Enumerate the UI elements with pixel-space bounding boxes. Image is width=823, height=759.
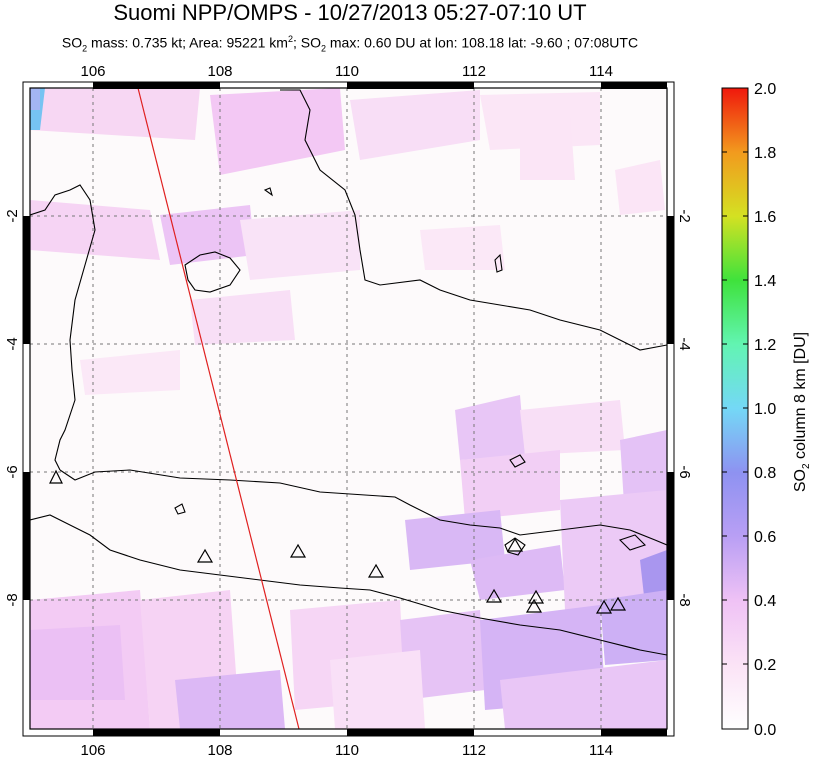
lat-label-right: -2: [676, 209, 693, 222]
volcano-marker: [289, 543, 307, 558]
colorbar-ticks: [722, 87, 748, 730]
volcano-marker: [49, 469, 63, 484]
lat-label-left: -2: [4, 209, 21, 222]
volcano-marker: [506, 537, 524, 552]
satellite-track-line: [137, 87, 300, 730]
volcano-marker: [196, 548, 214, 563]
lon-label-bottom: 112: [462, 742, 486, 759]
lon-label-top: 110: [335, 63, 359, 80]
lat-label-left: -8: [4, 593, 21, 606]
so2-swath-layer: [30, 88, 667, 729]
colorbar-tick-label: 1.4: [754, 273, 776, 290]
colorbar-labels: 2.0 1.8 1.6 1.4 1.2 1.0 0.8 0.6 0.4 0.2 …: [754, 81, 776, 739]
frame-tick-bars: [23, 82, 674, 736]
colorbar-tick-label: 1.0: [754, 401, 776, 418]
lat-label-left: -4: [4, 337, 21, 350]
volcano-marker: [609, 596, 627, 611]
lon-label-top: 114: [589, 63, 613, 80]
colorbar-tick-label: 0.8: [754, 465, 776, 482]
lon-label-bottom: 114: [589, 742, 613, 759]
volcano-marker: [595, 599, 613, 614]
colorbar-tick-label: 2.0: [754, 81, 776, 98]
colorbar-tick-label: 0.2: [754, 657, 776, 674]
lon-label-top: 106: [80, 63, 105, 80]
lon-label-bottom: 108: [207, 742, 232, 759]
lon-label-top: 108: [207, 63, 232, 80]
colorbar-tick-label: 1.8: [754, 145, 776, 162]
axis-labels: 106 108 110 112 114 106 108 110 112 114 …: [4, 63, 693, 759]
lon-label-top: 112: [462, 63, 486, 80]
coastlines: [30, 89, 667, 656]
lat-label-right: -4: [676, 337, 693, 350]
volcano-marker: [485, 588, 503, 603]
colorbar-tick-label: 0.4: [754, 593, 776, 610]
colorbar-tick-label: 1.2: [754, 337, 776, 354]
volcano-marker: [367, 563, 385, 578]
lon-label-bottom: 106: [80, 742, 105, 759]
volcano-markers: [49, 469, 627, 614]
lat-label-left: -6: [4, 465, 21, 478]
volcano-marker: [525, 598, 543, 613]
colorbar-tick-label: 1.6: [754, 209, 776, 226]
colorbar-tick-label: 0.0: [754, 722, 776, 739]
map-title: Suomi NPP/OMPS - 10/27/2013 05:27-07:10 …: [113, 0, 587, 25]
lon-label-bottom: 110: [335, 742, 359, 759]
map-subtitle: SO2 mass: 0.735 kt; Area: 95221 km2; SO2…: [61, 34, 639, 54]
colorbar-title: SO2 column 8 km [DU]: [791, 331, 813, 493]
colorbar-tick-label: 0.6: [754, 529, 776, 546]
outer-frame: [22, 81, 675, 737]
lat-label-right: -8: [676, 593, 693, 606]
lat-label-right: -6: [676, 465, 693, 478]
